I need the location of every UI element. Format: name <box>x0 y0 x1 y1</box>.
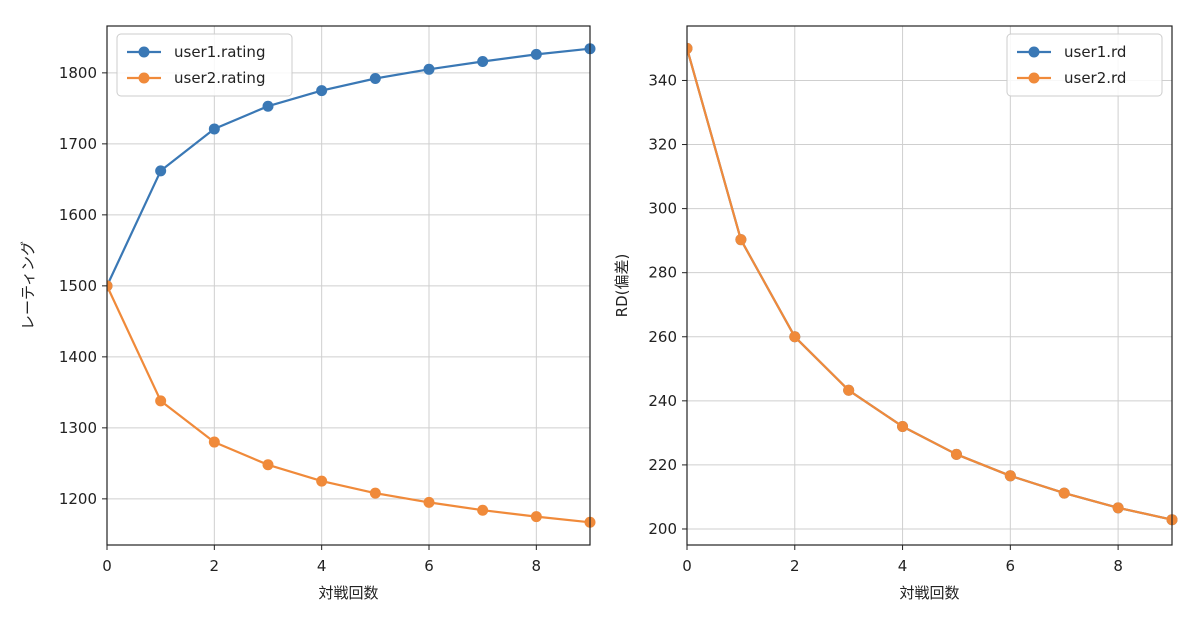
data-point-user1.rating <box>155 165 167 177</box>
data-point-user2.rating <box>155 395 167 407</box>
data-point-user2.rd <box>843 384 855 396</box>
legend: user1.rd user2.rd <box>1006 33 1163 97</box>
x-tick-label: 8 <box>1113 557 1123 575</box>
y-tick-label: 220 <box>648 456 677 474</box>
data-point-user1.rating <box>477 55 489 67</box>
y-axis-label: レーティング <box>19 241 37 330</box>
data-point-user1.rating <box>262 100 274 112</box>
legend-label: user2.rating <box>174 69 265 87</box>
y-tick-label: 1400 <box>59 348 97 366</box>
plot-area <box>687 42 1178 526</box>
legend-swatch-marker <box>1028 72 1040 84</box>
data-point-user2.rd <box>1112 502 1124 514</box>
data-point-user2.rd <box>1004 470 1016 482</box>
y-tick-label: 1300 <box>59 419 97 437</box>
data-point-user2.rating <box>262 459 274 471</box>
data-point-user1.rating <box>369 73 381 85</box>
rd-chart: 0 2 4 6 8 200 220 240 260 280 300 320 340 対戦回数 RD(偏差) u… <box>613 25 1178 602</box>
data-point-user2.rd <box>950 448 962 460</box>
rating-chart: 0 2 4 6 8 1200 1300 1400 1500 1600 1700 1800 対戦回数 レーテ… <box>19 25 596 602</box>
data-point-user2.rating <box>316 475 328 487</box>
legend-swatch-marker <box>138 72 150 84</box>
x-tick-label: 2 <box>210 557 220 575</box>
data-point-user1.rating <box>208 123 220 135</box>
legend-swatch-marker <box>1028 46 1040 58</box>
y-axis-label: RD(偏差) <box>613 254 631 318</box>
x-tick-label: 0 <box>102 557 112 575</box>
data-point-user2.rd <box>687 42 693 54</box>
x-tick-label: 2 <box>790 557 800 575</box>
x-tick-label: 8 <box>532 557 542 575</box>
y-tick-label: 300 <box>648 200 677 218</box>
data-point-user1.rating <box>316 85 328 97</box>
data-point-user1.rating <box>530 48 542 60</box>
legend-box <box>1006 33 1163 97</box>
data-point-user2.rating <box>423 496 435 508</box>
y-tick-label: 1200 <box>59 490 97 508</box>
plot-area <box>107 43 596 528</box>
data-point-user2.rd <box>735 234 747 246</box>
data-point-user2.rating <box>477 504 489 516</box>
legend: user1.rating user2.rating <box>116 33 293 97</box>
x-tick-label: 6 <box>1006 557 1016 575</box>
legend-swatch-marker <box>138 46 150 58</box>
series-line-user1.rating <box>107 47 591 287</box>
series-line-user1.rd <box>687 48 1173 521</box>
x-tick-label: 0 <box>682 557 692 575</box>
y-tick-label: 1500 <box>59 277 97 295</box>
y-tick-label: 260 <box>648 328 677 346</box>
legend-label: user2.rd <box>1064 69 1126 87</box>
x-axis-label: 対戦回数 <box>899 584 959 602</box>
y-tick-label: 200 <box>648 520 677 538</box>
data-point-user2.rating <box>369 487 381 499</box>
legend-label: user1.rating <box>174 43 265 61</box>
y-tick-label: 1700 <box>59 135 97 153</box>
y-tick-label: 1800 <box>59 64 97 82</box>
legend-box <box>116 33 293 97</box>
data-point-user2.rd <box>897 420 909 432</box>
data-point-user2.rd <box>1058 487 1070 499</box>
legend-label: user1.rd <box>1064 43 1126 61</box>
y-tick-label: 1600 <box>59 206 97 224</box>
data-point-user2.rating <box>530 511 542 523</box>
y-tick-label: 320 <box>648 136 677 154</box>
series-line-user2.rating <box>107 285 591 524</box>
y-tick-label: 280 <box>648 264 677 282</box>
x-tick-label: 4 <box>898 557 908 575</box>
data-point-user2.rd <box>789 331 801 343</box>
series-line-user2.rd <box>687 48 1173 521</box>
y-tick-label: 340 <box>648 71 677 89</box>
x-axis-label: 対戦回数 <box>318 584 378 602</box>
data-point-user2.rating <box>107 280 113 292</box>
data-point-user2.rating <box>208 436 220 448</box>
axes-frame <box>686 25 1173 546</box>
y-tick-label: 240 <box>648 392 677 410</box>
x-tick-label: 6 <box>424 557 434 575</box>
x-tick-label: 4 <box>317 557 327 575</box>
data-point-user1.rating <box>423 63 435 75</box>
